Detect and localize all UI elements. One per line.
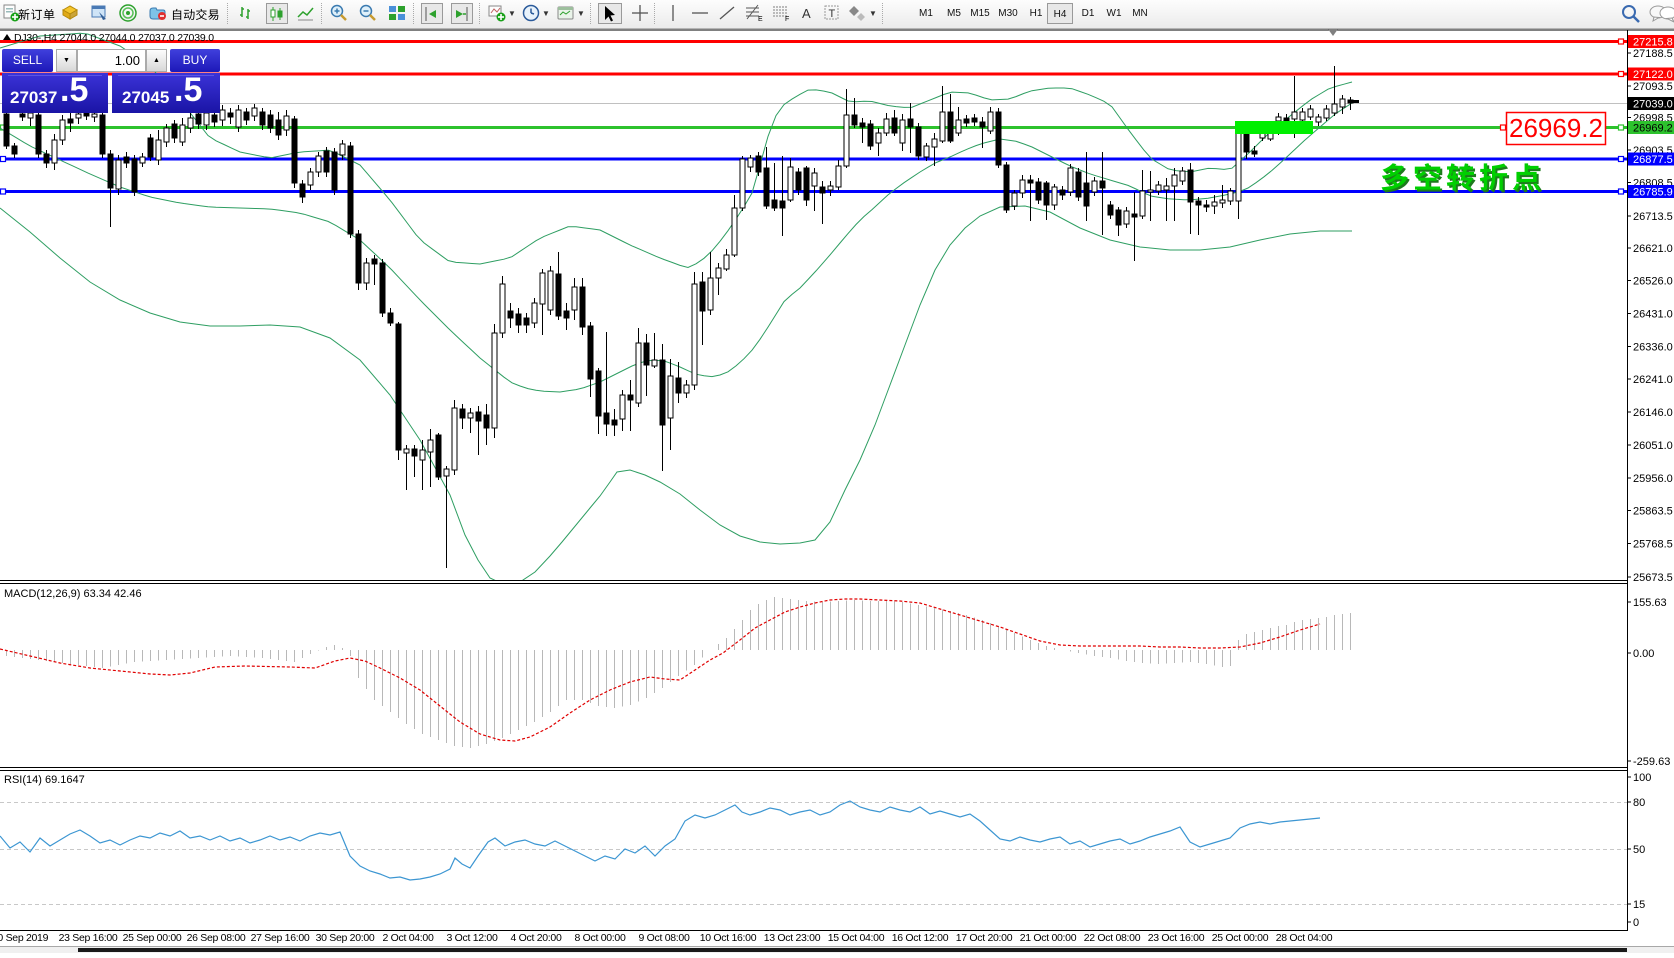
svg-text:26877.5: 26877.5 xyxy=(1633,154,1673,166)
svg-text:25 Sep 00:00: 25 Sep 00:00 xyxy=(123,932,182,944)
svg-text:15 Oct 04:00: 15 Oct 04:00 xyxy=(828,932,885,944)
svg-text:25673.5: 25673.5 xyxy=(1633,572,1673,584)
svg-text:27 Sep 16:00: 27 Sep 16:00 xyxy=(251,932,310,944)
svg-text:E: E xyxy=(758,16,763,23)
svg-text:26526.0: 26526.0 xyxy=(1633,276,1673,288)
svg-text:26051.0: 26051.0 xyxy=(1633,440,1673,452)
svg-text:A: A xyxy=(802,6,811,21)
svg-text:30 Sep 20:00: 30 Sep 20:00 xyxy=(316,932,375,944)
svg-text:80: 80 xyxy=(1633,797,1645,809)
svg-text:0: 0 xyxy=(1633,917,1639,929)
svg-text:28 Oct 04:00: 28 Oct 04:00 xyxy=(1276,932,1333,944)
svg-text:21 Oct 00:00: 21 Oct 00:00 xyxy=(1020,932,1077,944)
svg-text:23 Sep 16:00: 23 Sep 16:00 xyxy=(59,932,118,944)
svg-text:25768.5: 25768.5 xyxy=(1633,539,1673,551)
svg-text:26969.2: 26969.2 xyxy=(1509,113,1603,143)
svg-text:26431.0: 26431.0 xyxy=(1633,309,1673,321)
svg-text:DJ30-,H4 27044.0 27044.0 2703: DJ30-,H4 27044.0 27044.0 27037.0 27039.0 xyxy=(14,32,214,44)
svg-text:27122.0: 27122.0 xyxy=(1633,69,1673,81)
svg-text:25 Oct 00:00: 25 Oct 00:00 xyxy=(1212,932,1269,944)
svg-text:9 Oct 08:00: 9 Oct 08:00 xyxy=(639,932,690,944)
svg-text:27215.8: 27215.8 xyxy=(1633,37,1673,49)
svg-text:22 Oct 08:00: 22 Oct 08:00 xyxy=(1084,932,1141,944)
svg-text:155.63: 155.63 xyxy=(1633,597,1667,609)
svg-text:13 Oct 23:00: 13 Oct 23:00 xyxy=(764,932,821,944)
svg-text:0.00: 0.00 xyxy=(1633,648,1654,660)
svg-text:16 Oct 12:00: 16 Oct 12:00 xyxy=(892,932,949,944)
svg-text:4 Oct 20:00: 4 Oct 20:00 xyxy=(511,932,562,944)
svg-text:27093.5: 27093.5 xyxy=(1633,81,1673,93)
svg-text:T: T xyxy=(829,8,836,20)
svg-text:RSI(14) 69.1647: RSI(14) 69.1647 xyxy=(4,774,85,786)
svg-text:27039.0: 27039.0 xyxy=(1633,99,1673,111)
svg-text:26785.9: 26785.9 xyxy=(1633,187,1673,199)
svg-text:F: F xyxy=(785,16,789,23)
svg-text:25863.5: 25863.5 xyxy=(1633,506,1673,518)
svg-text:3 Oct 12:00: 3 Oct 12:00 xyxy=(447,932,498,944)
svg-text:26713.5: 26713.5 xyxy=(1633,211,1673,223)
svg-text:10 Oct 16:00: 10 Oct 16:00 xyxy=(700,932,757,944)
svg-text:8 Oct 00:00: 8 Oct 00:00 xyxy=(575,932,626,944)
svg-text:26969.2: 26969.2 xyxy=(1633,123,1673,135)
svg-text:26241.0: 26241.0 xyxy=(1633,374,1673,386)
svg-text:26621.0: 26621.0 xyxy=(1633,243,1673,255)
svg-text:25956.0: 25956.0 xyxy=(1633,473,1673,485)
svg-text:26336.0: 26336.0 xyxy=(1633,342,1673,354)
svg-text:MACD(12,26,9) 63.34 42.46: MACD(12,26,9) 63.34 42.46 xyxy=(4,588,142,600)
svg-text:-259.63: -259.63 xyxy=(1633,756,1670,768)
svg-text:26 Sep 08:00: 26 Sep 08:00 xyxy=(187,932,246,944)
svg-text:27188.5: 27188.5 xyxy=(1633,48,1673,60)
svg-text:50: 50 xyxy=(1633,844,1645,856)
svg-text:17 Oct 20:00: 17 Oct 20:00 xyxy=(956,932,1013,944)
svg-text:23 Oct 16:00: 23 Oct 16:00 xyxy=(1148,932,1205,944)
svg-text:20 Sep 2019: 20 Sep 2019 xyxy=(0,932,49,944)
svg-text:26146.0: 26146.0 xyxy=(1633,407,1673,419)
svg-text:100: 100 xyxy=(1633,772,1651,784)
svg-text:15: 15 xyxy=(1633,899,1645,911)
svg-text:2 Oct 04:00: 2 Oct 04:00 xyxy=(383,932,434,944)
